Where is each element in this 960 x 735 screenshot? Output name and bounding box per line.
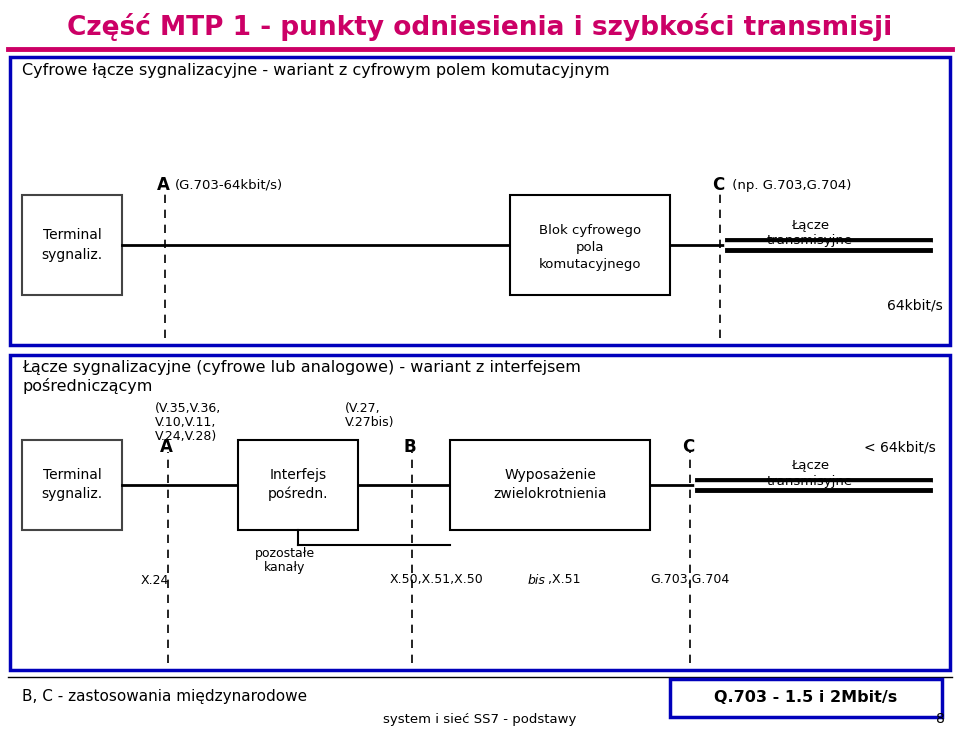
Text: Część MTP 1 - punkty odniesienia i szybkości transmisji: Część MTP 1 - punkty odniesienia i szybk… (67, 13, 893, 41)
Text: C: C (682, 438, 694, 456)
Text: Wyposażenie: Wyposażenie (504, 468, 596, 482)
Text: kanały: kanały (264, 561, 305, 573)
Text: system i sieć SS7 - podstawy: system i sieć SS7 - podstawy (383, 712, 577, 725)
Text: Q.703 - 1.5 i 2Mbit/s: Q.703 - 1.5 i 2Mbit/s (714, 690, 898, 706)
Text: transmisyjne: transmisyjne (767, 475, 853, 487)
Bar (450, 440, 650, 530)
Text: (np. G.703,G.704): (np. G.703,G.704) (728, 179, 852, 192)
Text: (V.35,V.36,: (V.35,V.36, (155, 401, 221, 415)
Bar (238, 440, 358, 530)
Text: Interfejs: Interfejs (270, 468, 326, 482)
Text: V.27bis): V.27bis) (345, 415, 395, 429)
Bar (10, 355, 950, 670)
Text: Terminal: Terminal (42, 228, 102, 242)
Text: (V.27,: (V.27, (345, 401, 380, 415)
Text: B, C - zastosowania międzynarodowe: B, C - zastosowania międzynarodowe (22, 689, 307, 705)
Text: Terminal: Terminal (42, 468, 102, 482)
Text: Cyfrowe łącze sygnalizacyjne - wariant z cyfrowym polem komutacyjnym: Cyfrowe łącze sygnalizacyjne - wariant z… (22, 62, 610, 77)
Text: sygnaliz.: sygnaliz. (41, 248, 103, 262)
Text: Blok cyfrowego: Blok cyfrowego (539, 223, 641, 237)
Bar (670, 679, 942, 717)
Bar (22, 195, 122, 295)
Text: ,X.51: ,X.51 (548, 573, 581, 587)
Text: pośredn.: pośredn. (268, 487, 328, 501)
Text: A: A (159, 438, 173, 456)
Text: 8: 8 (936, 712, 945, 726)
Text: < 64kbit/s: < 64kbit/s (864, 440, 936, 454)
Text: A: A (156, 176, 169, 194)
Text: sygnaliz.: sygnaliz. (41, 487, 103, 501)
Text: V.10,V.11,: V.10,V.11, (155, 415, 216, 429)
Text: (G.703-64kbit/s): (G.703-64kbit/s) (175, 179, 283, 192)
Text: pola: pola (576, 240, 604, 254)
Text: bis: bis (528, 573, 546, 587)
Bar (22, 440, 122, 530)
Text: B: B (404, 438, 417, 456)
Bar (510, 195, 670, 295)
Text: V.24,V.28): V.24,V.28) (155, 429, 217, 442)
Text: Łącze: Łącze (791, 218, 829, 232)
Text: transmisyjne: transmisyjne (767, 234, 853, 246)
Text: pośredniczącym: pośredniczącym (22, 378, 153, 394)
Text: pozostałe: pozostałe (255, 548, 315, 561)
Text: Łącze sygnalizacyjne (cyfrowe lub analogowe) - wariant z interfejsem: Łącze sygnalizacyjne (cyfrowe lub analog… (22, 359, 581, 375)
Text: G.703,G.704: G.703,G.704 (650, 573, 730, 587)
Text: 64kbit/s: 64kbit/s (887, 298, 943, 312)
Text: zwielokrotnienia: zwielokrotnienia (493, 487, 607, 501)
Text: X.50,X.51,X.50: X.50,X.51,X.50 (390, 573, 484, 587)
Text: Łącze: Łącze (791, 459, 829, 471)
Text: komutacyjnego: komutacyjnego (539, 257, 641, 270)
Text: C: C (712, 176, 724, 194)
Text: X.24: X.24 (141, 573, 169, 587)
Bar (10, 57, 950, 345)
